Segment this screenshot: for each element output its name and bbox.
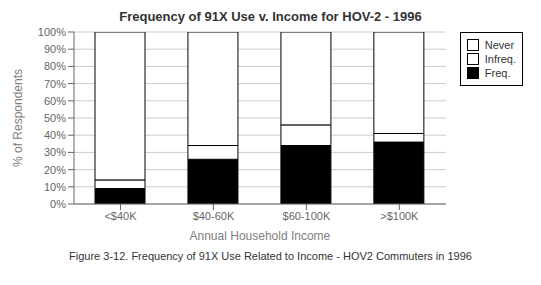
html-text:Figure 3-12. Frequency of 91X: Figure 3-12. Frequency of 91X Use Relate… [69, 250, 472, 262]
svg-text:$40-60K: $40-60K [193, 210, 235, 222]
svg-text:70%: 70% [44, 78, 66, 90]
svg-text:$60-100K: $60-100K [283, 210, 331, 222]
svg-text:40%: 40% [44, 129, 66, 141]
svg-text:10%: 10% [44, 181, 66, 193]
svg-text:30%: 30% [44, 146, 66, 158]
svg-text:>$100K: >$100K [380, 210, 419, 222]
svg-text:<$40K: <$40K [104, 210, 137, 222]
svg-text:80%: 80% [44, 60, 66, 72]
html-text:Frequency of 91X Use v. Income: Frequency of 91X Use v. Income for HOV-2… [119, 9, 422, 24]
svg-text:90%: 90% [44, 43, 66, 55]
html-text:Never: Never [484, 39, 515, 51]
svg-text:Annual Household Income: Annual Household Income [190, 229, 331, 243]
html-text:Infreq.: Infreq. [484, 53, 516, 65]
svg-text:20%: 20% [44, 164, 66, 176]
svg-text:50%: 50% [44, 112, 66, 124]
svg-text:60%: 60% [44, 95, 66, 107]
svg-text:% of Respondents: % of Respondents [11, 69, 25, 167]
svg-text:0%: 0% [50, 198, 66, 210]
svg-text:100%: 100% [38, 26, 66, 38]
html-text:Freq.: Freq. [484, 67, 511, 79]
